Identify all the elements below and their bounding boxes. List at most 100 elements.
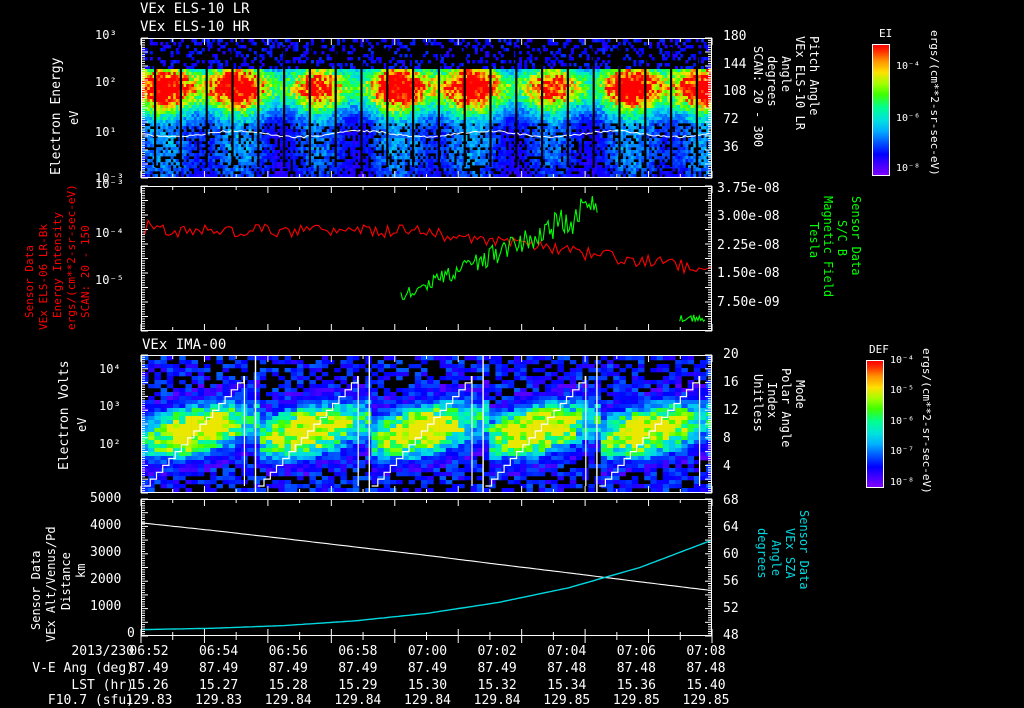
xaxis-cell-lst-2: 15.28 <box>268 678 308 693</box>
xaxis-cell-f107-1: 129.83 <box>195 693 243 708</box>
panel4-llabel-3: km <box>74 563 88 578</box>
panel3-ytick-r2: 12 <box>723 403 739 418</box>
panel4-llabel-0: Sensor Data <box>29 550 43 630</box>
panel1-ylabel-line2: eV <box>67 110 81 125</box>
panel1-rlabel-1: VEx ELS-10 LR <box>793 36 807 130</box>
colorbar1-gradient <box>872 44 890 176</box>
colorbar1-title: EI <box>879 27 893 40</box>
colorbar2-title: DEF <box>869 343 889 356</box>
colorbar1-tick-1: 10⁻⁶ <box>896 113 921 124</box>
xaxis-cell-lst-7: 15.36 <box>616 678 656 693</box>
panel4-ytick-0: 5000 <box>90 491 122 506</box>
panel3-ytick-r1: 16 <box>723 375 739 390</box>
xaxis-cell-f107-8: 129.85 <box>682 693 730 708</box>
panel1-title-lr: VEx ELS-10 LR <box>140 1 250 17</box>
panel4-llabel-2: Distance <box>59 552 73 610</box>
panel2-ytick-r4: 7.50e-09 <box>717 295 780 310</box>
panel2-plot-area <box>141 186 712 331</box>
colorbar2-tick-3: 10⁻⁷ <box>890 446 915 457</box>
panel1-ytick-1: 10² <box>95 75 117 89</box>
panel2-traces <box>142 187 711 330</box>
panel1-rlabel-0: Pitch Angle <box>807 36 821 116</box>
panel1-ytick-r1: 144 <box>723 57 747 72</box>
xaxis-cell-ve_ang-4: 87.49 <box>407 661 448 676</box>
panel4-ytick-r2: 60 <box>723 547 739 562</box>
panel3-rlabel-0: Mode <box>793 380 807 409</box>
panel3-rlabel-2: Index <box>765 382 779 419</box>
panel1-ytick-r0: 180 <box>723 29 747 44</box>
panel2-ytick-r0: 3.75e-08 <box>717 181 780 196</box>
panel2-llabel-1: VEx ELS-06 LR-Bk <box>37 224 50 330</box>
colorbar2-tick-4: 10⁻⁸ <box>890 477 915 488</box>
xaxis-cell-ve_ang-3: 87.49 <box>338 661 378 676</box>
panel4-traces <box>142 500 711 635</box>
panel2-ytick-r1: 3.00e-08 <box>717 209 780 224</box>
panel2-llabel-4: SCAN: 20 - 150 <box>79 225 92 318</box>
panel3-spectrogram <box>142 356 711 492</box>
xaxis-cell-times-4: 07:00 <box>407 644 448 659</box>
xaxis-cell-lst-0: 15.26 <box>129 678 169 693</box>
xaxis-cell-ve_ang-7: 87.48 <box>616 661 656 676</box>
xaxis-cell-f107-6: 129.85 <box>543 693 591 708</box>
panel2-ytick-r3: 1.50e-08 <box>717 266 780 281</box>
panel4-ytick-r1: 64 <box>723 520 739 535</box>
panel2-rlabel-3: Tesla <box>807 222 821 259</box>
xaxis-cell-f107-0: 129.83 <box>125 693 173 708</box>
colorbar2-tick-1: 10⁻⁵ <box>890 385 915 396</box>
panel4-rlabel-1: VEx SZA <box>783 528 797 579</box>
xaxis-cell-times-3: 06:58 <box>338 644 378 659</box>
panel3-ytick-1: 10³ <box>99 399 121 413</box>
xaxis-row-label-0: 2013/230 <box>71 644 134 659</box>
xaxis-row-label-3: F10.7 (sfu) <box>47 693 134 708</box>
panel3-ylabel-1: eV <box>75 417 89 432</box>
xaxis-cell-lst-8: 15.40 <box>686 678 726 693</box>
panel3-ytick-0: 10⁴ <box>99 362 121 376</box>
panel1-title-hr: VEx ELS-10 HR <box>140 19 250 35</box>
panel4-ytick-3: 2000 <box>90 572 122 587</box>
xaxis-cell-times-0: 06:52 <box>129 644 169 659</box>
panel3-rlabel-1: Polar Angle <box>779 368 793 448</box>
xaxis-cell-f107-3: 129.84 <box>334 693 382 708</box>
xaxis-cell-lst-5: 15.32 <box>477 678 517 693</box>
xaxis-cell-ve_ang-5: 87.49 <box>477 661 517 676</box>
panel4-rlabel-0: Sensor Data <box>797 510 811 590</box>
panel3-ytick-r4: 4 <box>723 459 731 474</box>
colorbar1-tick-0: 10⁻⁴ <box>896 61 921 72</box>
panel1-rlabel-2: Angle <box>779 56 793 93</box>
panel1-ytick-r2: 108 <box>723 84 747 99</box>
panel4-ytick-r5: 48 <box>723 628 739 643</box>
panel4-rlabel-3: degrees <box>755 528 769 579</box>
panel3-ylabel-0: Electron Volts <box>57 360 72 470</box>
panel2-ytick-r2: 2.25e-08 <box>717 238 780 253</box>
panel4-ytick-5: 0 <box>127 626 135 641</box>
panel4-ytick-r0: 68 <box>723 493 739 508</box>
panel2-llabel-2: Energy Intensity <box>51 212 64 318</box>
panel1-rlabel-3: degrees <box>765 56 779 107</box>
xaxis-cell-f107-7: 129.85 <box>612 693 660 708</box>
panel3-rlabel-3: Unitless <box>751 374 765 432</box>
panel4-rlabel-2: Angle <box>769 540 783 577</box>
xaxis-cell-times-1: 06:54 <box>199 644 239 659</box>
xaxis-cell-times-2: 06:56 <box>268 644 308 659</box>
xaxis-cell-times-7: 07:06 <box>616 644 656 659</box>
xaxis-cell-times-8: 07:08 <box>686 644 726 659</box>
xaxis-cell-f107-2: 129.84 <box>264 693 312 708</box>
panel1-plot-area <box>141 38 712 178</box>
xaxis-cell-lst-1: 15.27 <box>199 678 239 693</box>
xaxis-cell-ve_ang-6: 87.48 <box>547 661 587 676</box>
colorbar1-unit: ergs/(cm**2-sr-sec-eV) <box>928 30 941 176</box>
panel1-ytick-2: 10¹ <box>95 125 117 139</box>
panel2-rlabel-2: Magnetic Field <box>821 196 835 298</box>
xaxis-row-label-2: LST (hr) <box>71 678 134 693</box>
panel4-ytick-r4: 52 <box>723 601 739 616</box>
xaxis-row-label-1: V-E Ang (deg) <box>32 661 134 676</box>
xaxis-cell-ve_ang-0: 87.49 <box>129 661 169 676</box>
panel3-title: VEx IMA-00 <box>142 337 227 353</box>
xaxis-cell-f107-4: 129.84 <box>404 693 451 708</box>
xaxis-cell-times-5: 07:02 <box>477 644 517 659</box>
colorbar1-tick-2: 10⁻⁸ <box>896 163 921 174</box>
panel2-ytick-1: 10⁻⁴ <box>95 226 124 240</box>
panel1-rlabel-4: SCAN: 20 - 300 <box>751 46 765 148</box>
xaxis-cell-f107-5: 129.84 <box>473 693 521 708</box>
